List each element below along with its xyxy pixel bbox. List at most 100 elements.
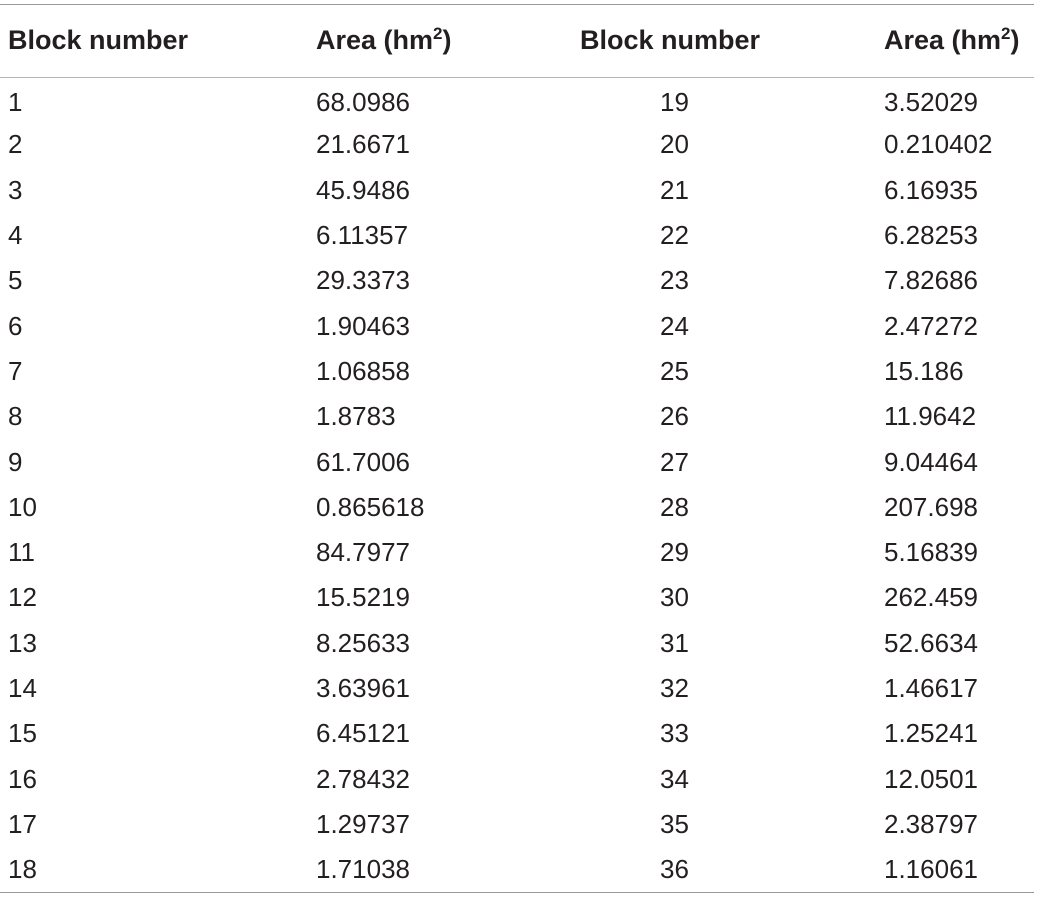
area-cell: 3.63961 bbox=[316, 673, 410, 703]
table-row: 10 0.865618 28 207.698 bbox=[0, 485, 1034, 530]
block-number-cell: 20 bbox=[660, 129, 689, 160]
area-cell: 1.90463 bbox=[316, 310, 410, 341]
header-block-number-2: Block number bbox=[572, 5, 882, 78]
area-cell: 1.71038 bbox=[316, 854, 410, 885]
area-cell: 8.25633 bbox=[316, 627, 410, 658]
area-cell: 1.46617 bbox=[884, 673, 978, 703]
block-number-cell: 10 bbox=[8, 491, 37, 522]
block-number-cell: 7 bbox=[8, 355, 23, 386]
table-row: 3 45.9486 21 6.16935 bbox=[0, 168, 1034, 213]
block-number-cell: 23 bbox=[660, 265, 689, 296]
block-area-table-container: Block number Area (hm2) Block number Are… bbox=[0, 4, 1034, 894]
table-row: 2 21.6671 20 0.210402 bbox=[0, 122, 1034, 167]
table-row: 1 68.0986 19 3.52029 bbox=[0, 77, 1034, 122]
area-cell: 2.47272 bbox=[884, 310, 978, 341]
table-row: 6 1.90463 24 2.47272 bbox=[0, 303, 1034, 348]
area-cell: 6.45121 bbox=[316, 718, 410, 749]
block-number-cell: 29 bbox=[660, 537, 689, 568]
table-row: 12 15.5219 30 262.459 bbox=[0, 575, 1034, 620]
area-cell: 3.52029 bbox=[884, 87, 978, 118]
table-row: 4 6.11357 22 6.28253 bbox=[0, 213, 1034, 258]
area-cell: 5.16839 bbox=[884, 537, 978, 568]
block-number-cell: 2 bbox=[8, 129, 23, 160]
table-row: 11 84.7977 29 5.16839 bbox=[0, 530, 1034, 575]
area-1-exponent: 2 bbox=[433, 24, 443, 44]
area-cell: 1.8783 bbox=[316, 401, 396, 432]
block-number-cell: 1 bbox=[8, 87, 23, 118]
area-cell: 262.459 bbox=[884, 582, 978, 613]
area-cell: 2.78432 bbox=[316, 763, 410, 794]
table-body: 1 68.0986 19 3.52029 2 21.6671 20 0.210402 3 45.9… bbox=[0, 77, 1034, 892]
block-number-cell: 5 bbox=[8, 265, 23, 296]
block-number-cell: 24 bbox=[660, 310, 689, 341]
header-area-2: Area (hm2) bbox=[882, 5, 1034, 78]
block-number-cell: 13 bbox=[8, 627, 37, 658]
area-cell: 1.25241 bbox=[884, 718, 978, 749]
area-cell: 1.06858 bbox=[316, 355, 410, 386]
block-number-cell: 12 bbox=[8, 582, 37, 613]
area-cell: 9.04464 bbox=[884, 446, 978, 477]
area-cell: 1.16061 bbox=[884, 854, 978, 885]
table-row: 7 1.06858 25 15.186 bbox=[0, 349, 1034, 394]
block-number-cell: 35 bbox=[660, 808, 689, 839]
block-number-cell: 31 bbox=[660, 627, 689, 658]
area-cell: 2.38797 bbox=[884, 808, 978, 839]
block-number-cell: 4 bbox=[8, 220, 23, 251]
area-cell: 11.9642 bbox=[884, 401, 977, 432]
header-block-number-1: Block number bbox=[0, 5, 308, 78]
table-row: 8 1.8783 26 11.9642 bbox=[0, 394, 1034, 439]
area-cell: 68.0986 bbox=[316, 87, 410, 118]
block-number-cell: 6 bbox=[8, 310, 23, 341]
table-header: Block number Area (hm2) Block number Are… bbox=[0, 5, 1034, 78]
area-cell: 12.0501 bbox=[884, 763, 978, 794]
area-cell: 6.16935 bbox=[884, 174, 978, 205]
block-number-cell: 30 bbox=[660, 582, 689, 613]
block-number-cell: 11 bbox=[8, 537, 35, 568]
area-2-exponent: 2 bbox=[1001, 24, 1011, 44]
table-row: 16 2.78432 34 12.0501 bbox=[0, 756, 1034, 801]
block-number-cell: 22 bbox=[660, 220, 689, 251]
block-area-table: Block number Area (hm2) Block number Are… bbox=[0, 5, 1034, 892]
area-cell: 207.698 bbox=[884, 491, 978, 522]
area-cell: 21.6671 bbox=[316, 129, 410, 160]
area-cell: 6.28253 bbox=[884, 220, 978, 251]
block-number-cell: 28 bbox=[660, 491, 689, 522]
block-number-cell: 9 bbox=[8, 446, 23, 477]
area-cell: 52.6634 bbox=[884, 627, 978, 658]
block-number-cell: 15 bbox=[8, 718, 37, 749]
table-row: 14 3.63961 32 1.46617 bbox=[0, 666, 1034, 711]
area-cell: 29.3373 bbox=[316, 265, 410, 296]
area-cell: 1.29737 bbox=[316, 808, 410, 839]
area-cell: 6.11357 bbox=[316, 220, 409, 251]
area-cell: 15.186 bbox=[884, 355, 964, 386]
block-number-cell: 18 bbox=[8, 854, 37, 885]
area-cell: 45.9486 bbox=[316, 174, 410, 205]
header-area-1: Area (hm2) bbox=[308, 5, 572, 78]
area-cell: 0.865618 bbox=[316, 491, 425, 522]
block-number-cell: 27 bbox=[660, 446, 689, 477]
header-row: Block number Area (hm2) Block number Are… bbox=[0, 5, 1034, 78]
table-row: 5 29.3373 23 7.82686 bbox=[0, 258, 1034, 303]
table-row: 15 6.45121 33 1.25241 bbox=[0, 711, 1034, 756]
block-number-cell: 16 bbox=[8, 763, 37, 794]
block-number-cell: 26 bbox=[660, 401, 689, 432]
table-row: 18 1.71038 36 1.16061 bbox=[0, 847, 1034, 892]
block-number-cell: 3 bbox=[8, 174, 23, 205]
area-cell: 84.7977 bbox=[316, 537, 410, 568]
block-number-cell: 32 bbox=[660, 673, 689, 703]
area-cell: 61.7006 bbox=[316, 446, 410, 477]
table-row: 13 8.25633 31 52.6634 bbox=[0, 621, 1034, 666]
area-cell: 0.210402 bbox=[884, 129, 993, 160]
area-cell: 15.5219 bbox=[316, 582, 410, 613]
block-number-cell: 36 bbox=[660, 854, 689, 885]
block-number-cell: 14 bbox=[8, 673, 37, 703]
block-number-cell: 25 bbox=[660, 355, 689, 386]
block-number-cell: 8 bbox=[8, 401, 23, 432]
table-row: 17 1.29737 35 2.38797 bbox=[0, 802, 1034, 847]
area-cell: 7.82686 bbox=[884, 265, 978, 296]
block-number-cell: 19 bbox=[660, 87, 689, 118]
block-number-cell: 17 bbox=[8, 808, 37, 839]
block-number-cell: 21 bbox=[660, 174, 689, 205]
block-number-cell: 34 bbox=[660, 763, 689, 794]
block-number-cell: 33 bbox=[660, 718, 689, 749]
